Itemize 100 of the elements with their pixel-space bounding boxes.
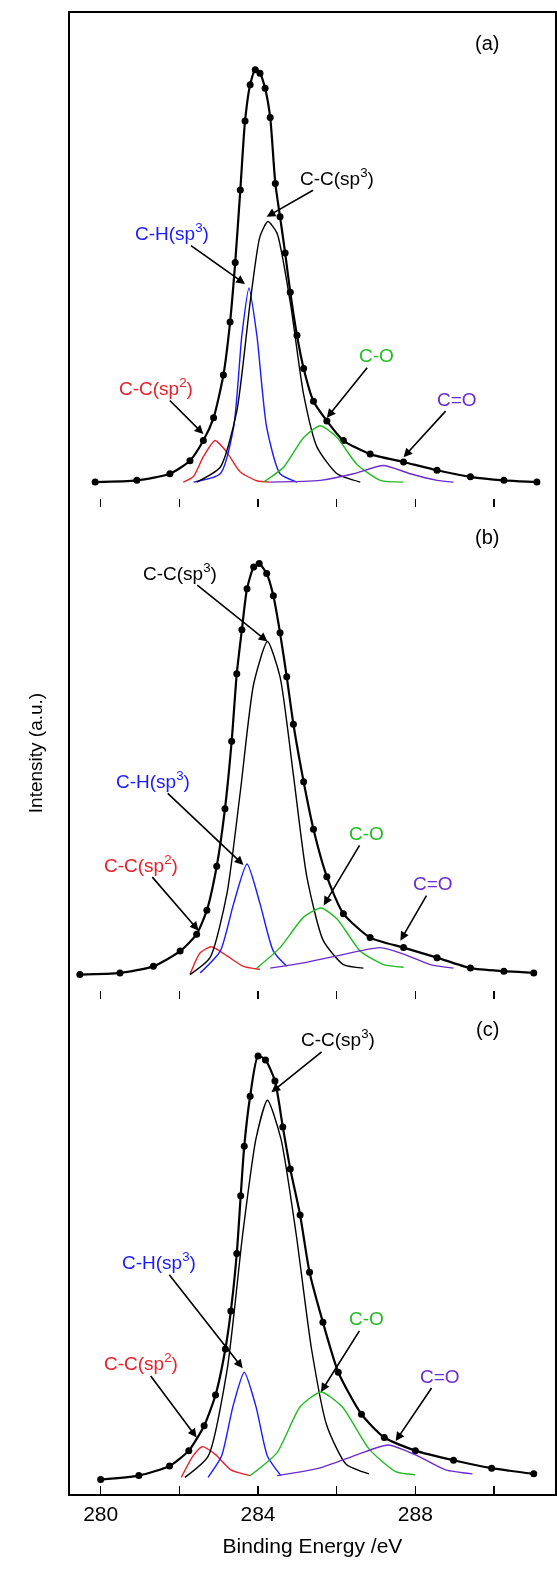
annotation: C=O — [420, 1366, 460, 1387]
annotation: C-C(sp$^{2}$) — [104, 852, 178, 876]
text: (c) — [476, 1018, 500, 1040]
point — [176, 947, 184, 955]
point — [185, 1447, 193, 1455]
point — [199, 437, 207, 445]
point — [309, 397, 317, 405]
annotation: C-H(sp$^{3}$) — [135, 220, 209, 244]
point — [269, 592, 277, 600]
point — [116, 969, 124, 977]
point — [186, 457, 194, 465]
point — [433, 954, 441, 962]
point — [323, 873, 331, 881]
point — [91, 478, 99, 486]
point — [300, 364, 308, 372]
point — [271, 1077, 279, 1085]
point — [97, 1476, 105, 1484]
point — [238, 626, 246, 634]
x-tick-label: 280 — [83, 1502, 119, 1525]
point — [266, 113, 274, 121]
point — [149, 962, 157, 970]
point — [283, 673, 291, 681]
annotation: C-O — [349, 1308, 384, 1329]
point — [200, 1422, 208, 1430]
x-tick-label: 288 — [397, 1502, 433, 1525]
annotation: C=O — [437, 389, 477, 410]
point — [261, 1056, 269, 1064]
point — [221, 805, 229, 813]
point — [286, 1165, 294, 1173]
point — [466, 473, 474, 481]
point — [339, 910, 347, 918]
point — [135, 1472, 143, 1480]
point — [339, 437, 347, 445]
point — [400, 458, 408, 466]
text: (b) — [475, 526, 500, 548]
annotation: C-H(sp$^{3}$) — [122, 1249, 196, 1273]
point — [237, 1192, 245, 1200]
point — [450, 1456, 458, 1464]
point — [254, 1052, 262, 1060]
point — [500, 967, 508, 975]
point — [227, 1307, 235, 1315]
point — [231, 259, 239, 267]
annotation: C-O — [349, 823, 384, 844]
point — [296, 1211, 304, 1219]
point — [300, 778, 308, 786]
point — [366, 934, 374, 942]
point — [357, 1410, 365, 1418]
text: (a) — [475, 32, 500, 54]
point — [530, 1470, 538, 1478]
point — [212, 1391, 220, 1399]
point — [246, 1092, 254, 1100]
x-axis-title: Binding Energy /eV — [222, 1533, 403, 1557]
point — [263, 570, 271, 578]
annotation: C-C(sp$^{2}$) — [119, 375, 193, 399]
point — [166, 1462, 174, 1470]
point — [233, 1250, 241, 1258]
point — [203, 906, 211, 914]
point — [219, 371, 227, 379]
point — [400, 944, 408, 952]
point — [466, 964, 474, 972]
point — [309, 825, 317, 833]
point — [279, 1123, 287, 1131]
point — [500, 476, 508, 484]
point — [240, 1142, 248, 1150]
point — [261, 84, 269, 92]
annotation: C-C(sp$^{3}$) — [301, 1026, 375, 1050]
point — [243, 585, 251, 593]
point — [319, 1318, 327, 1326]
point — [366, 450, 374, 458]
point — [251, 66, 259, 74]
point — [133, 476, 141, 484]
point — [250, 563, 258, 571]
point — [241, 117, 249, 125]
annotation: C-C(sp$^{3}$) — [300, 165, 374, 189]
point — [289, 720, 297, 728]
point — [210, 414, 218, 422]
y-axis-title: Intensity (a.u.) — [25, 692, 47, 814]
point — [433, 466, 441, 474]
point — [530, 969, 538, 977]
point — [306, 1268, 314, 1276]
point — [276, 213, 284, 221]
point — [281, 249, 289, 257]
point — [226, 318, 234, 326]
point — [488, 1464, 496, 1472]
annotation: C-O — [359, 345, 394, 366]
annotation: C=O — [413, 873, 453, 894]
point — [246, 81, 254, 89]
point — [76, 971, 84, 979]
point — [255, 560, 263, 568]
point — [213, 862, 221, 870]
x-tick-label: 284 — [240, 1502, 276, 1525]
point — [233, 670, 241, 678]
point — [380, 1433, 388, 1441]
annotation: C-H(sp$^{3}$) — [116, 768, 190, 792]
point — [166, 470, 174, 478]
point — [533, 478, 541, 486]
point — [228, 737, 236, 745]
annotation: C-C(sp$^{2}$) — [104, 1350, 178, 1374]
point — [193, 930, 201, 938]
point — [334, 1368, 342, 1376]
